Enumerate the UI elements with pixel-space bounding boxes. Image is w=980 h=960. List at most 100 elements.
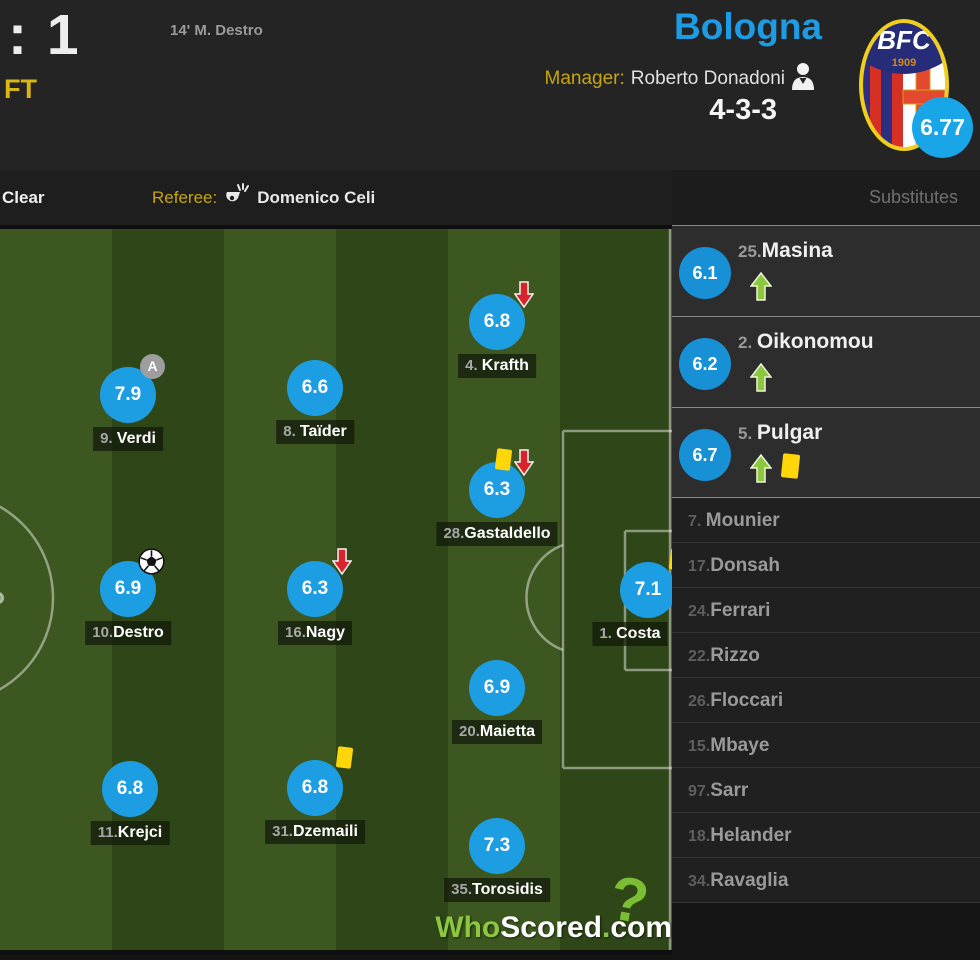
player-number: 4. [465,357,482,374]
player-marker[interactable]: 7.3 35.Torosidis [444,818,550,902]
player-name: Dzemaili [292,823,358,840]
player-label: 11.Krejci [90,821,170,845]
player-name: Verdi [116,430,156,447]
unused-substitute-row[interactable]: 34.Ravaglia [672,858,980,903]
player-rating[interactable]: 6.8 [469,294,525,350]
player-number: 10. [92,624,114,641]
unused-substitute-row[interactable]: 26.Floccari [672,678,980,723]
substitute-row[interactable]: 6.1 25.Masina [672,225,980,316]
assist-badge-icon: A [140,354,165,379]
match-header: : 1 FT 14' M. Destro Bologna Manager: Ro… [0,0,980,170]
player-rating[interactable]: 7.1 [620,562,676,618]
substitute-name: Donsah [710,555,780,576]
referee-row: Referee: Domenico Celi [152,170,375,225]
player-number: 16. [285,624,306,641]
player-rating[interactable]: 6.8 [102,761,158,817]
substitute-number: 2. [738,333,757,352]
unused-substitute-row[interactable]: 24.Ferrari [672,588,980,633]
player-number: 11. [97,824,118,841]
referee-name[interactable]: Domenico Celi [257,187,376,207]
substitute-number: 26. [688,693,711,710]
substitute-label: 2. Oikonomou [738,330,874,354]
player-badges: A [140,354,165,379]
score-fragment: : 1 [8,3,81,67]
manager-icon [791,62,815,96]
player-label: 20.Maietta [452,720,542,744]
yellow-card-icon [494,448,513,471]
player-marker[interactable]: 6.6 8. Taïder [276,360,354,444]
player-name: Torosidis [472,881,543,898]
sub-on-arrow-icon [749,271,773,306]
player-number: 35. [451,881,473,898]
player-number: 20. [459,723,480,740]
substitute-icons [749,362,773,397]
team-rating-badge: 6.77 [912,97,973,158]
player-label: 28.Gastaldello [436,522,558,546]
player-marker[interactable]: 7.1 1. Costa [592,548,687,646]
unused-substitute-row[interactable]: 22.Rizzo [672,633,980,678]
player-badges [494,448,535,481]
substitute-rating: 6.1 [679,247,731,299]
substitute-name: Ferrari [710,600,771,621]
player-number: 28. [443,525,465,542]
watermark-dot: . [601,911,611,944]
substitute-number: 24. [688,603,711,620]
unused-substitute-row[interactable]: 15.Mbaye [672,723,980,768]
player-badges [335,746,354,769]
sub-on-arrow-icon [749,453,773,488]
substitutes-unused-list: 7. Mounier 17.Donsah 24.Ferrari 22.Rizzo 26.… [672,498,980,903]
player-number: 9. [100,430,117,447]
unused-substitute-row[interactable]: 18.Helander [672,813,980,858]
manager-name[interactable]: Roberto Donadoni [630,68,785,89]
player-number: 1. [599,625,617,642]
player-rating[interactable]: 7.3 [469,818,525,874]
match-info-bar: Clear Referee: Domenico Celi [0,170,672,225]
player-marker[interactable]: 6.3 28.Gastaldello [436,448,558,546]
referee-label: Referee: [152,187,218,207]
player-rating[interactable]: 6.9 [469,660,525,716]
player-label: 9. Verdi [93,427,163,451]
substitute-label: 25.Masina [738,239,833,263]
unused-substitute-row[interactable]: 97.Sarr [672,768,980,813]
player-rating[interactable]: 6.8 [287,760,343,816]
substitute-row[interactable]: 6.7 5. Pulgar [672,407,980,498]
player-name: Maietta [479,723,535,740]
player-rating[interactable]: 6.3 [287,561,343,617]
substitute-name: Pulgar [756,421,823,444]
player-marker[interactable]: 6.3 16.Nagy [278,548,353,645]
manager-row: Manager: Roberto Donadoni [545,62,816,96]
substitutes-title: Substitutes [672,170,980,225]
player-marker[interactable]: 6.8 4. Krafth [458,281,536,378]
team-name[interactable]: Bologna [674,6,822,47]
player-name: Taïder [299,423,347,440]
unused-substitute-row[interactable]: 17.Donsah [672,543,980,588]
whistle-icon [224,183,250,212]
player-label: 4. Krafth [458,354,536,378]
player-label: 31.Dzemaili [265,820,365,844]
player-marker[interactable]: 6.8 31.Dzemaili [265,746,365,844]
player-marker[interactable]: 6.9 10.Destro [85,548,171,645]
pitch: 7.9 9. Verdi A 6.6 8. Taïder 6.8 4. Krafth 6.3 2… [0,225,687,955]
substitute-number: 22. [688,648,711,665]
player-label: 8. Taïder [276,420,354,444]
substitutes-used-list: 6.1 25.Masina 6.2 2. Oikonomou 6.7 5. Pulgar [672,225,980,498]
player-marker[interactable]: 7.9 9. Verdi A [93,354,165,451]
player-marker[interactable]: 6.9 20.Maietta [452,660,542,744]
player-label: 1. Costa [592,622,668,646]
player-rating[interactable]: 6.3 [469,462,525,518]
player-badges [138,548,165,580]
yellow-card-icon [335,746,354,769]
substitutes-panel: Substitutes 6.1 25.Masina 6.2 2. Oikonomou 6… [672,170,980,960]
player-marker[interactable]: 6.8 11.Krejci [90,761,170,845]
player-name: Nagy [305,624,345,641]
substitute-number: 25. [738,242,762,261]
watermark-who: Who [435,911,501,944]
substitute-row[interactable]: 6.2 2. Oikonomou [672,316,980,407]
player-rating[interactable]: 6.6 [287,360,343,416]
player-badges [331,548,353,580]
player-name: Gastaldello [464,525,551,542]
substitute-number: 97. [688,783,711,800]
unused-substitute-row[interactable]: 7. Mounier [672,498,980,543]
substitute-name: Masina [761,239,833,262]
